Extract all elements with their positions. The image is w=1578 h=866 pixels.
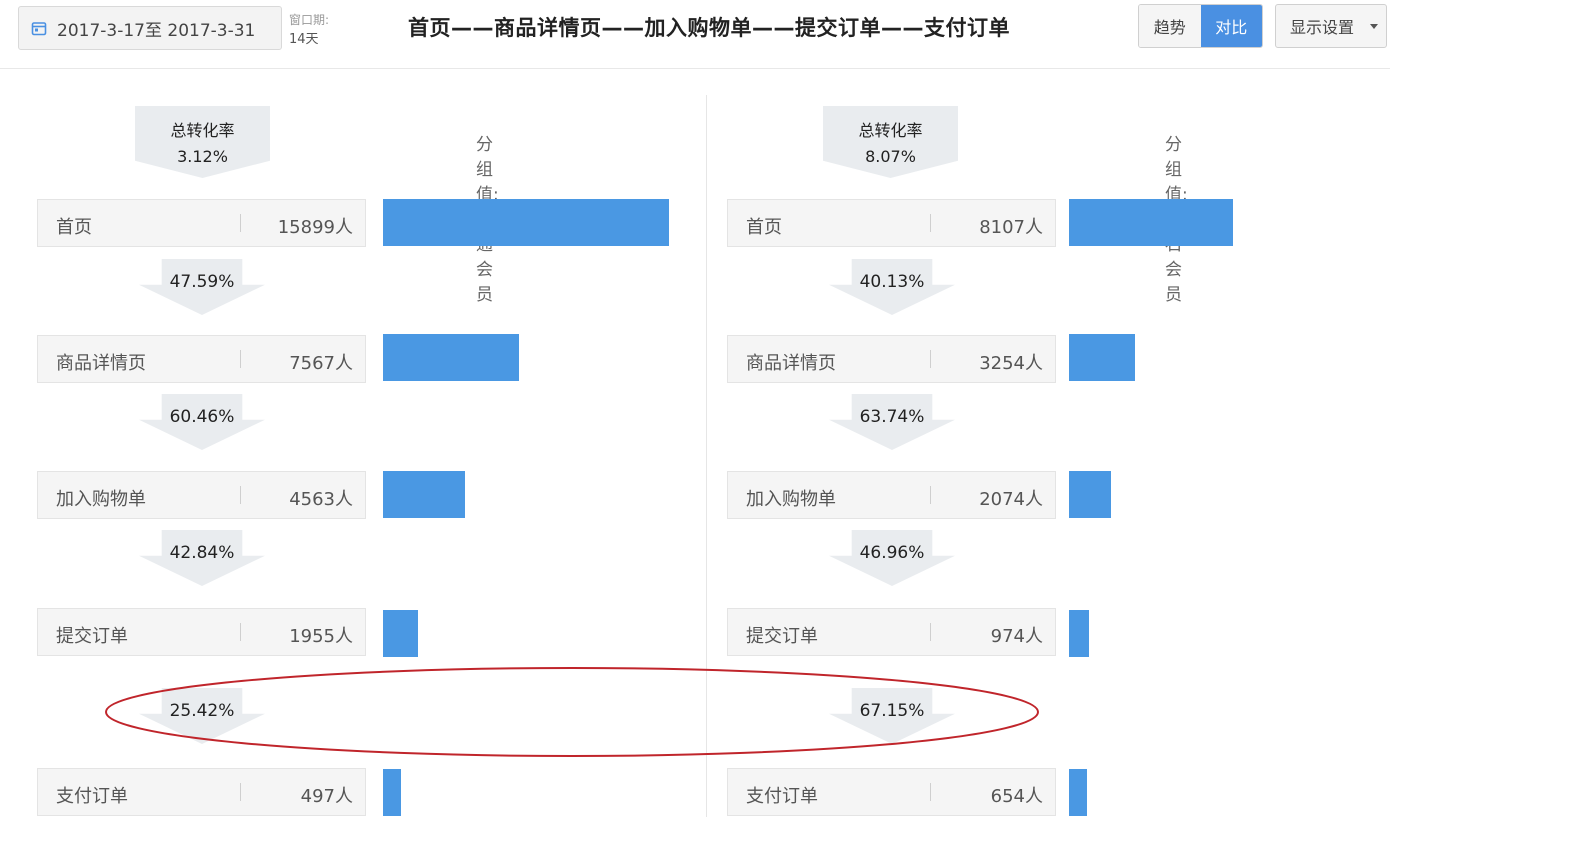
- stage-bar: [383, 471, 465, 518]
- date-range-picker[interactable]: 2017-3-17至 2017-3-31: [18, 6, 282, 50]
- stage-bar: [1069, 199, 1233, 246]
- window-period: 窗口期: 14天: [289, 10, 329, 50]
- stage-count: 1955人: [289, 626, 353, 647]
- stage-count: 8107人: [979, 217, 1043, 238]
- step-conversion-arrow: 67.15%: [829, 688, 955, 744]
- stage-bar: [383, 199, 669, 246]
- stage-name: 首页: [746, 217, 782, 238]
- total-conversion-label: 总转化率: [858, 121, 923, 140]
- stage-count: 974人: [990, 626, 1043, 647]
- stage-count: 7567人: [289, 353, 353, 374]
- separator: [930, 486, 931, 504]
- stage-count: 3254人: [979, 353, 1043, 374]
- step-conversion-arrow: 63.74%: [829, 394, 955, 450]
- step-conversion-arrow: 40.13%: [829, 259, 955, 315]
- stage-bar: [1069, 334, 1135, 381]
- stage-count: 497人: [300, 786, 353, 807]
- stage-row[interactable]: 首页 8107人: [727, 199, 1056, 247]
- stage-row[interactable]: 加入购物单 4563人: [37, 471, 366, 519]
- stage-count: 15899人: [277, 217, 353, 238]
- stage-row[interactable]: 加入购物单 2074人: [727, 471, 1056, 519]
- stage-name: 提交订单: [56, 626, 128, 647]
- total-conversion-value: 3.12%: [177, 147, 228, 166]
- total-conversion-value: 8.07%: [865, 147, 916, 166]
- stage-row[interactable]: 提交订单 1955人: [37, 608, 366, 656]
- separator: [240, 783, 241, 801]
- panel-divider: [706, 95, 707, 817]
- stage-row[interactable]: 商品详情页 3254人: [727, 335, 1056, 383]
- stage-bar: [1069, 769, 1087, 816]
- stage-bar: [1069, 610, 1089, 657]
- compare-button[interactable]: 对比: [1200, 5, 1262, 47]
- window-period-value: 14天: [289, 32, 319, 47]
- date-range-text: 2017-3-17至 2017-3-31: [57, 20, 256, 41]
- calendar-icon: [31, 20, 47, 36]
- step-conversion-arrow: 25.42%: [139, 688, 265, 744]
- separator: [240, 214, 241, 232]
- display-settings-dropdown[interactable]: 显示设置: [1275, 4, 1387, 48]
- stage-name: 商品详情页: [746, 353, 836, 374]
- stage-name: 支付订单: [56, 786, 128, 807]
- stage-row[interactable]: 提交订单 974人: [727, 608, 1056, 656]
- stage-bar: [1069, 471, 1111, 518]
- stage-name: 支付订单: [746, 786, 818, 807]
- display-settings-label: 显示设置: [1290, 18, 1355, 37]
- stage-name: 提交订单: [746, 626, 818, 647]
- stage-row[interactable]: 支付订单 497人: [37, 768, 366, 816]
- separator: [930, 350, 931, 368]
- step-conversion-arrow: 46.96%: [829, 530, 955, 586]
- total-conversion-box: 总转化率 8.07%: [823, 106, 958, 178]
- stage-bar: [383, 334, 519, 381]
- stage-name: 商品详情页: [56, 353, 146, 374]
- step-conversion-arrow: 60.46%: [139, 394, 265, 450]
- funnel-path-title: 首页——商品详情页——加入购物单——提交订单——支付订单: [408, 16, 1010, 40]
- stage-bar: [383, 769, 401, 816]
- separator: [240, 623, 241, 641]
- window-period-label: 窗口期:: [289, 13, 330, 27]
- stage-count: 2074人: [979, 489, 1043, 510]
- separator: [240, 486, 241, 504]
- stage-name: 加入购物单: [56, 489, 146, 510]
- stage-row[interactable]: 首页 15899人: [37, 199, 366, 247]
- step-conversion-arrow: 42.84%: [139, 530, 265, 586]
- stage-count: 654人: [990, 786, 1043, 807]
- separator: [240, 350, 241, 368]
- stage-name: 加入购物单: [746, 489, 836, 510]
- view-toggle: 趋势 对比: [1138, 4, 1263, 48]
- stage-row[interactable]: 支付订单 654人: [727, 768, 1056, 816]
- stage-bar: [383, 610, 418, 657]
- stage-count: 4563人: [289, 489, 353, 510]
- step-conversion-arrow: 47.59%: [139, 259, 265, 315]
- toolbar: 2017-3-17至 2017-3-31 窗口期: 14天 首页——商品详情页—…: [0, 0, 1390, 69]
- separator: [930, 783, 931, 801]
- stage-name: 首页: [56, 217, 92, 238]
- trend-button[interactable]: 趋势: [1139, 5, 1201, 47]
- chevron-down-icon: [1370, 24, 1378, 29]
- stage-row[interactable]: 商品详情页 7567人: [37, 335, 366, 383]
- total-conversion-box: 总转化率 3.12%: [135, 106, 270, 178]
- separator: [930, 214, 931, 232]
- separator: [930, 623, 931, 641]
- total-conversion-label: 总转化率: [170, 121, 235, 140]
